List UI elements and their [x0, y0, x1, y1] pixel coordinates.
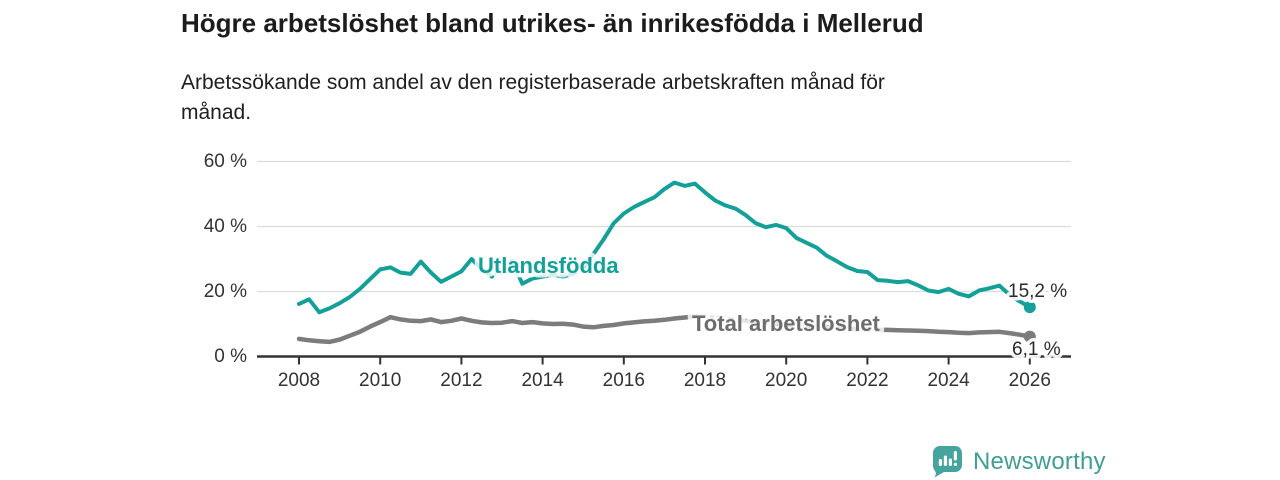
x-tick-label: 2008 — [278, 370, 320, 391]
page-title: Högre arbetslöshet bland utrikes- än inr… — [181, 8, 924, 38]
end-value-label-utlandsfodda: 15,2 % — [1008, 281, 1067, 302]
x-axis-ticks — [298, 356, 1031, 365]
subtitle-line-1: Arbetssökande som andel av den registerb… — [181, 71, 885, 94]
end-dots — [1023, 301, 1036, 343]
series-line-total — [296, 314, 1033, 345]
newsworthy-logo-icon — [933, 446, 962, 478]
series-label-utlandsfodda: Utlandsfödda — [478, 253, 619, 278]
y-tick-label: 60 % — [204, 151, 247, 172]
y-tick-label: 0 % — [214, 346, 247, 367]
series-line-utlandsfodda — [297, 180, 1032, 315]
chart-subtitle: Arbetssökande som andel av den registerb… — [181, 68, 1081, 128]
brand-name: Newsworthy — [973, 448, 1106, 475]
x-tick-label: 2024 — [927, 370, 970, 391]
y-tick-label: 20 % — [204, 281, 247, 302]
subtitle-line-2: månad. — [181, 101, 252, 124]
end-value-label-total: 6,1 % — [1012, 339, 1061, 360]
x-tick-label: 2020 — [765, 370, 807, 391]
y-tick-label: 40 % — [204, 216, 247, 237]
series-lines — [296, 180, 1033, 345]
x-tick-label: 2016 — [603, 370, 645, 391]
x-tick-label: 2018 — [684, 370, 726, 391]
x-tick-label: 2014 — [521, 370, 564, 391]
series-label-total: Total arbetslöshet — [692, 311, 881, 336]
end-dot-utlandsfodda — [1023, 301, 1036, 314]
x-tick-label: 2022 — [846, 370, 888, 391]
newsworthy-brand: Newsworthy — [933, 446, 1106, 478]
x-tick-label: 2026 — [1009, 370, 1051, 391]
x-axis-labels: 2008 2010 2012 2014 2016 2018 2020 2022 2024 2026 — [278, 370, 1051, 391]
x-tick-label: 2012 — [440, 370, 482, 391]
end-dot-total — [1023, 330, 1036, 343]
y-axis-labels: 0 % 20 % 40 % 60 % — [204, 151, 247, 367]
x-tick-label: 2010 — [359, 370, 401, 391]
